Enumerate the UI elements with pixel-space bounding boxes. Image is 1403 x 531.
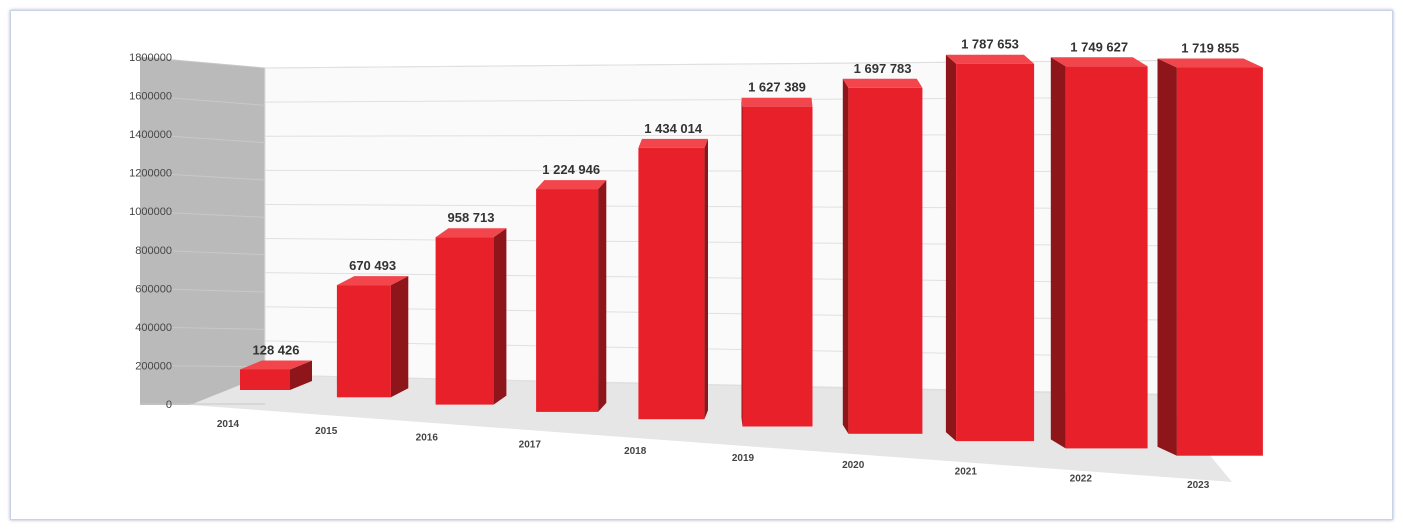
gridline-back <box>264 238 1201 247</box>
y-tick-label: 200000 <box>135 360 172 372</box>
data-label-2015: 670 493 <box>349 258 396 273</box>
gridline-side <box>139 287 266 293</box>
bar-2022 <box>1065 66 1148 449</box>
bar-side-2017 <box>598 180 607 412</box>
bar-side-2021 <box>945 54 957 442</box>
x-tick-label-2017: 2017 <box>519 439 542 450</box>
data-label-2014: 128 426 <box>253 342 300 357</box>
gridline-back <box>264 169 1201 173</box>
gridline-side <box>139 133 266 144</box>
bar-top-2022 <box>1050 57 1148 67</box>
y-tick-label: 800000 <box>135 245 172 257</box>
gridline-side <box>139 210 266 218</box>
gridline-back <box>264 272 1201 284</box>
x-tick-label-2014: 2014 <box>217 419 240 430</box>
bar-top-2015 <box>336 276 409 286</box>
bar-side-2019 <box>741 97 743 427</box>
gridline-side <box>139 172 266 181</box>
data-label-2022: 1 749 627 <box>1070 39 1128 54</box>
y-tick-label: 600000 <box>135 283 172 295</box>
bar-top-2017 <box>536 180 607 190</box>
gridline-back <box>264 306 1201 322</box>
data-label-2019: 1 627 389 <box>748 80 806 95</box>
x-tick-label-2016: 2016 <box>416 433 439 444</box>
gridline-side <box>139 249 266 256</box>
bar-top-2019 <box>741 97 813 107</box>
bar-side-2015 <box>390 276 409 398</box>
gridline-back <box>264 340 1201 359</box>
data-label-2023: 1 719 855 <box>1181 41 1239 56</box>
bar-top-2018 <box>638 138 708 148</box>
y-tick-label: 1800000 <box>129 52 172 64</box>
x-tick-label-2019: 2019 <box>732 453 755 464</box>
x-tick-label-2020: 2020 <box>842 460 865 471</box>
y-tick-label: 1200000 <box>129 168 172 180</box>
gridline-side <box>139 326 266 330</box>
chart-side-wall <box>140 57 265 405</box>
y-tick-label: 1400000 <box>129 129 172 141</box>
bar-top-2021 <box>945 54 1035 64</box>
gridline-side <box>139 95 266 106</box>
bar-side-2016 <box>493 228 507 405</box>
bar-side-2022 <box>1050 57 1066 449</box>
gridline-back <box>264 96 1201 103</box>
bar-side-2020 <box>842 78 849 434</box>
gridline-back <box>264 59 1201 69</box>
bar-2023 <box>1176 67 1263 456</box>
bar-top-2023 <box>1157 58 1263 68</box>
data-label-2017: 1 224 946 <box>542 162 600 177</box>
gridline-side <box>139 56 266 69</box>
x-tick-label-2015: 2015 <box>315 426 338 437</box>
bar-2020 <box>848 87 923 434</box>
bar-top-2014 <box>240 360 312 370</box>
y-tick-label: 400000 <box>135 322 172 334</box>
bar-2015 <box>336 285 391 398</box>
bar-2019 <box>742 106 813 427</box>
x-tick-label-2018: 2018 <box>624 446 647 457</box>
gridline-side <box>139 364 266 368</box>
bar-side-2023 <box>1157 58 1177 456</box>
bar-top-2020 <box>842 78 923 88</box>
y-tick-label: 0 <box>166 399 172 411</box>
gridline-back <box>264 203 1201 210</box>
y-tick-label: 1000000 <box>129 206 172 218</box>
data-label-2018: 1 434 014 <box>644 121 703 136</box>
x-tick-label-2022: 2022 <box>1070 473 1093 484</box>
gridline-back <box>264 374 1201 396</box>
bar-2016 <box>435 237 494 405</box>
bar-2018 <box>638 147 705 420</box>
y-tick-label: 1600000 <box>129 91 172 103</box>
x-tick-label-2023: 2023 <box>1187 480 1210 491</box>
data-label-2016: 958 713 <box>448 210 495 225</box>
bar-2021 <box>956 63 1035 442</box>
bar-side-2018 <box>704 138 708 420</box>
x-tick-label-2021: 2021 <box>955 467 978 478</box>
data-label-2020: 1 697 783 <box>854 61 912 76</box>
bar-2017 <box>536 189 599 412</box>
bar-top-2016 <box>435 228 507 238</box>
bar-side-2014 <box>290 360 312 390</box>
data-label-2021: 1 787 653 <box>961 37 1019 52</box>
gridline-back <box>264 133 1201 137</box>
bar-2014 <box>240 369 290 390</box>
